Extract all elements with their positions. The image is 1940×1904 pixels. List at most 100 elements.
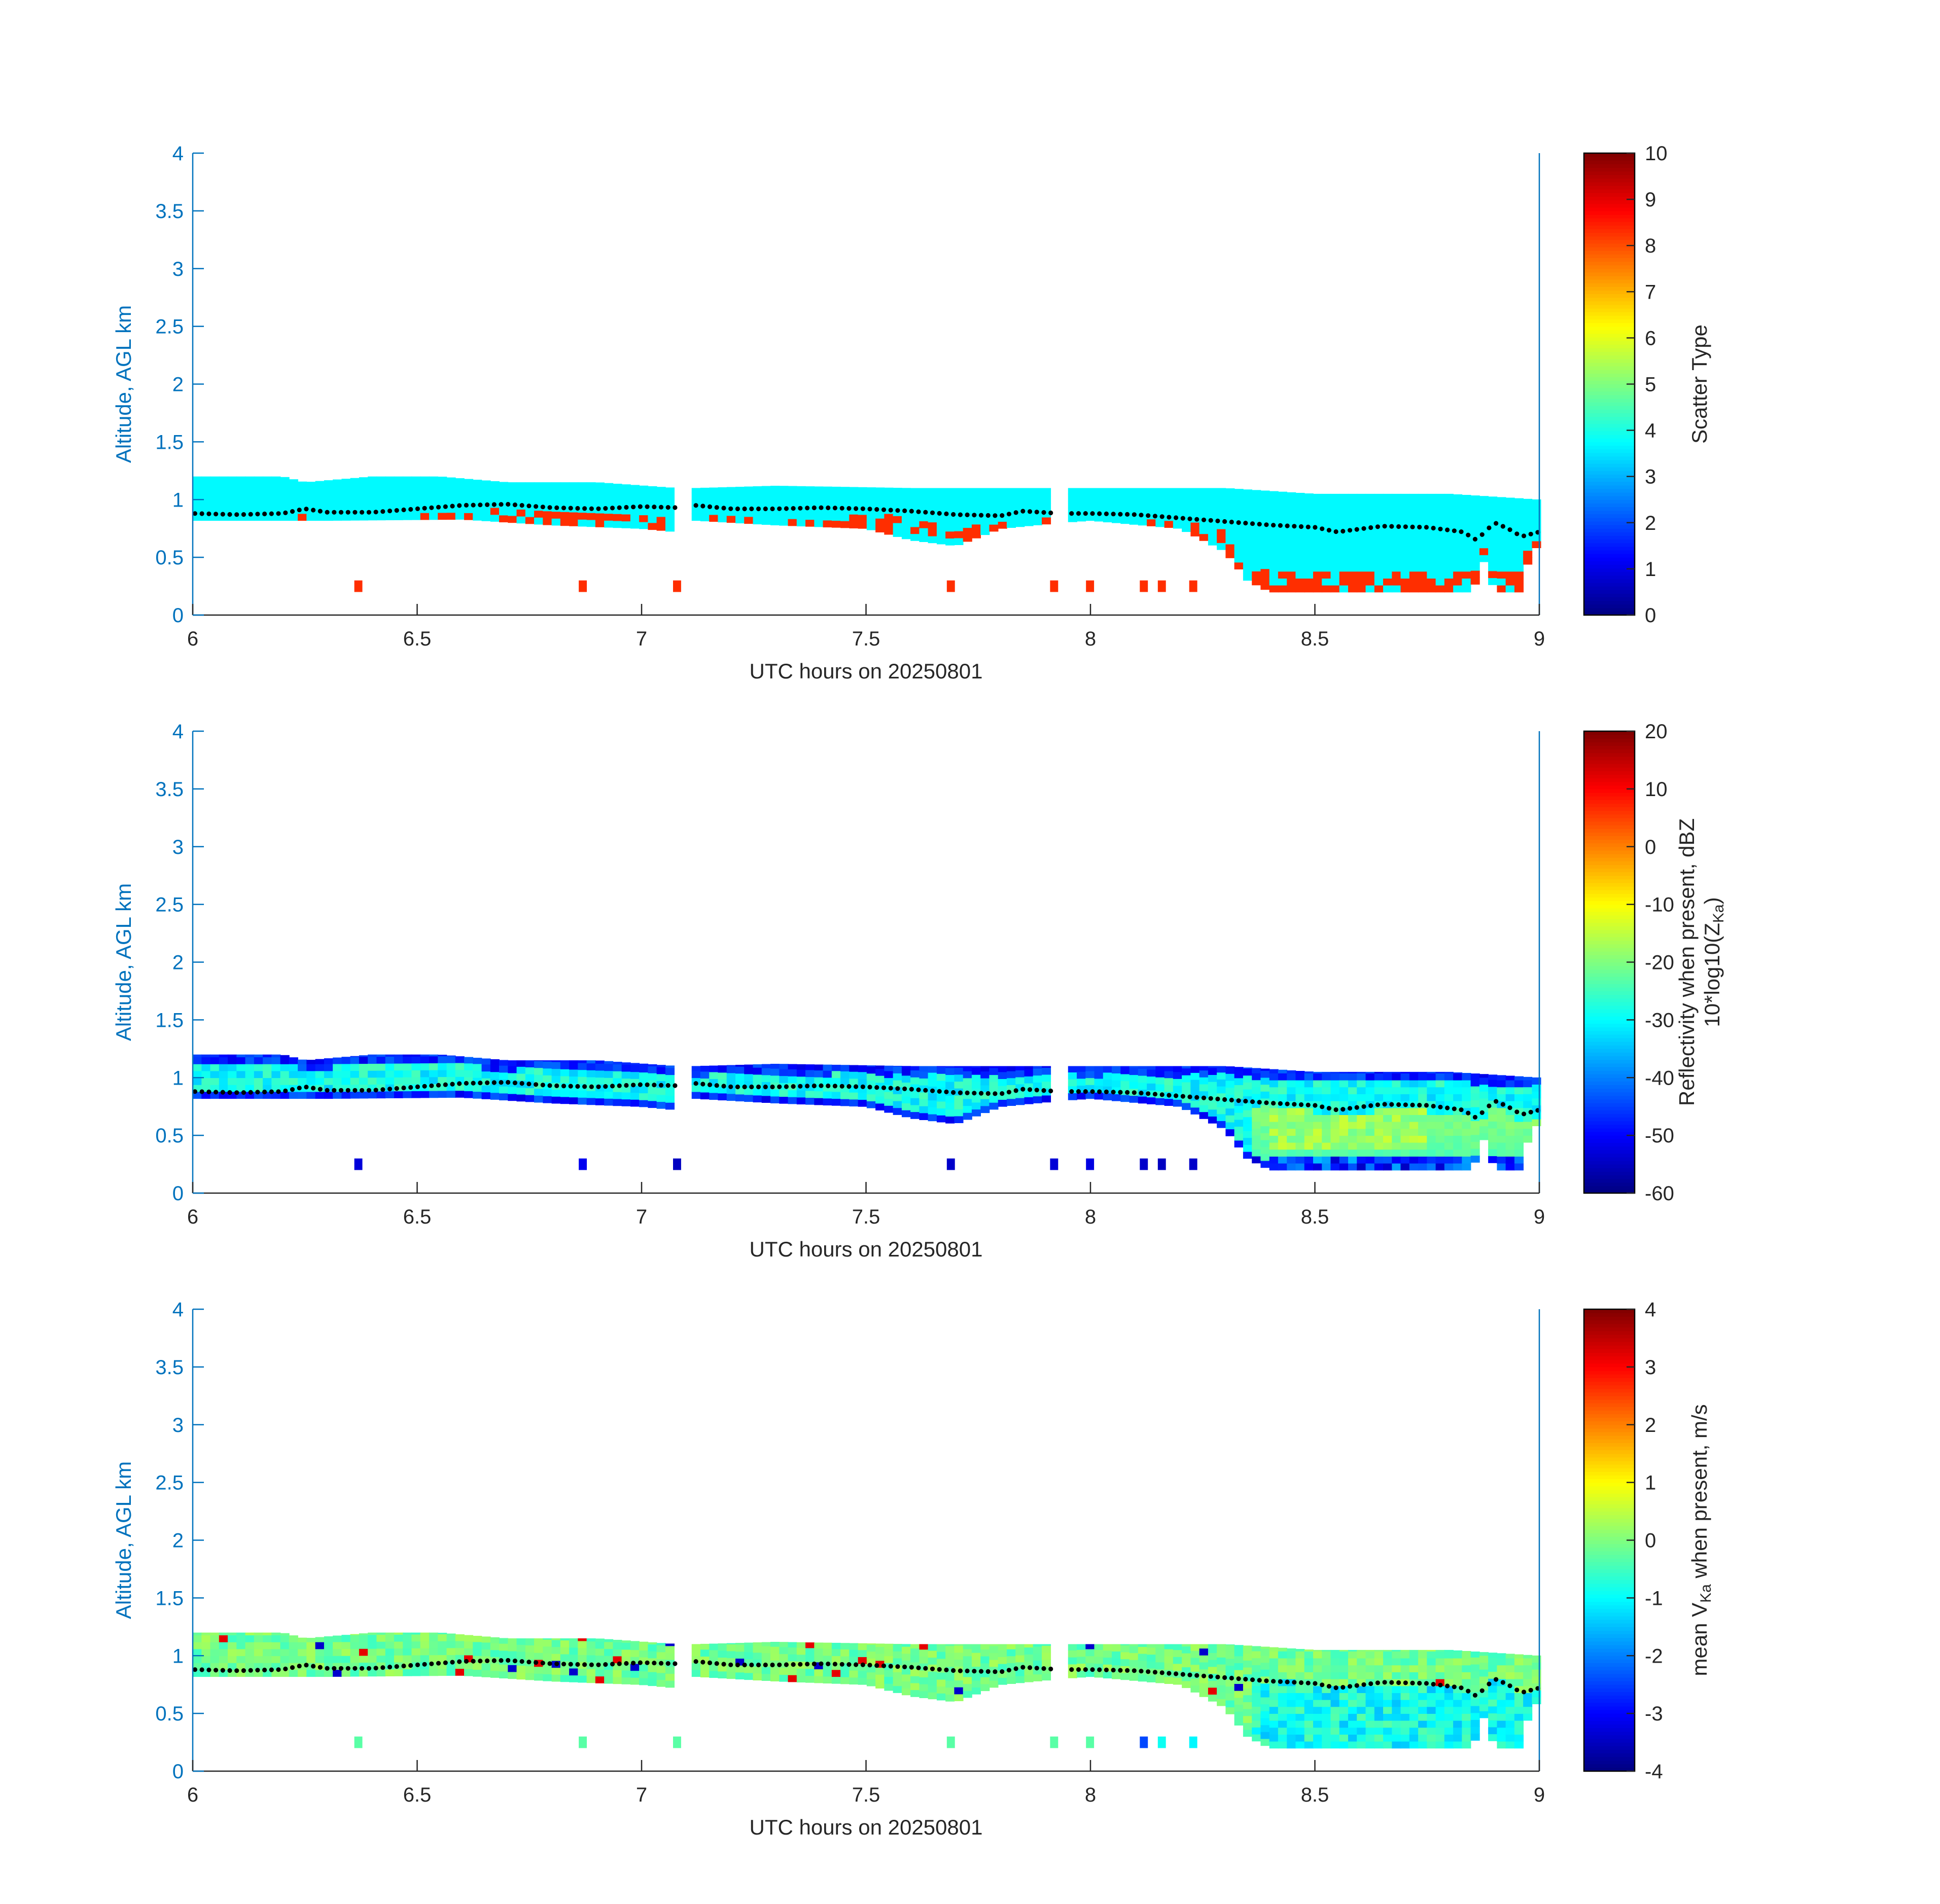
heatmap-cell bbox=[1042, 488, 1051, 490]
heatmap-cell bbox=[814, 1675, 824, 1683]
heatmap-cell bbox=[385, 485, 395, 493]
cloud-base-point bbox=[1243, 1099, 1248, 1104]
heatmap-cell bbox=[394, 513, 403, 520]
heatmap-cell bbox=[508, 1072, 517, 1081]
heatmap-cell bbox=[1409, 1128, 1419, 1136]
colorbar-swatch bbox=[1584, 286, 1635, 291]
heatmap-cell bbox=[1269, 1685, 1279, 1693]
colorbar-swatch bbox=[1584, 312, 1635, 316]
heatmap-cell bbox=[1453, 1727, 1463, 1735]
heatmap-cell bbox=[1278, 1128, 1287, 1136]
heatmap-cell bbox=[1418, 543, 1428, 551]
heatmap-cell bbox=[586, 482, 596, 486]
heatmap-cell bbox=[1077, 514, 1086, 522]
cloud-base-point bbox=[846, 1084, 852, 1089]
heatmap-cell bbox=[1313, 1727, 1323, 1735]
heatmap-cell bbox=[368, 499, 377, 507]
heatmap-cell bbox=[761, 1673, 771, 1681]
heatmap-cell bbox=[1182, 1066, 1191, 1069]
heatmap-cell bbox=[744, 486, 754, 489]
heatmap-cell bbox=[1190, 1107, 1200, 1115]
heatmap-cell bbox=[560, 512, 570, 519]
heatmap-cell bbox=[1217, 543, 1226, 550]
heatmap-cell bbox=[1374, 1094, 1384, 1101]
heatmap-cell bbox=[1103, 488, 1112, 495]
heatmap-cell bbox=[831, 1070, 841, 1079]
heatmap-cell bbox=[980, 1077, 990, 1086]
colorbar-swatch bbox=[1584, 243, 1635, 247]
cloud-base-point bbox=[930, 1666, 935, 1671]
heatmap-cell bbox=[1208, 1694, 1217, 1702]
cloud-base-point bbox=[1104, 1667, 1109, 1672]
heatmap-cell bbox=[814, 1097, 824, 1105]
cloud-base-point bbox=[1292, 1102, 1297, 1107]
cloud-base-point bbox=[1048, 510, 1053, 516]
heatmap-cell bbox=[394, 492, 403, 499]
heatmap-cell bbox=[534, 1088, 544, 1096]
cloud-base-point bbox=[227, 1090, 232, 1095]
heatmap-cell bbox=[1514, 1080, 1524, 1088]
heatmap-cell bbox=[1243, 511, 1252, 519]
heatmap-cell bbox=[998, 1677, 1007, 1685]
heatmap-cell bbox=[831, 1091, 841, 1099]
heatmap-cell bbox=[744, 1642, 754, 1645]
heatmap-cell bbox=[1497, 509, 1506, 516]
heatmap-cell bbox=[1444, 1080, 1454, 1088]
heatmap-cell bbox=[298, 1070, 307, 1079]
cloud-base-point bbox=[1264, 522, 1269, 527]
heatmap-cell bbox=[324, 492, 333, 500]
colorbar-swatch bbox=[1584, 1543, 1635, 1548]
heatmap-cell bbox=[455, 1668, 465, 1676]
colorbar-swatch bbox=[1584, 1378, 1635, 1382]
heatmap-cell bbox=[534, 1074, 544, 1082]
heatmap-cell bbox=[1234, 1704, 1244, 1712]
heatmap-cell bbox=[219, 1635, 228, 1642]
heatmap-cell bbox=[1409, 1071, 1419, 1073]
heatmap-cell bbox=[298, 1063, 307, 1071]
heatmap-cell bbox=[228, 1648, 237, 1657]
y-tick-label: 2 bbox=[172, 952, 184, 974]
heatmap-cell bbox=[831, 1098, 841, 1106]
heatmap-cell bbox=[560, 1096, 570, 1104]
heatmap-cell bbox=[350, 1091, 360, 1099]
heatmap-cell bbox=[718, 1671, 727, 1679]
cloud-base-point bbox=[1410, 524, 1415, 529]
heatmap-cell bbox=[376, 499, 386, 507]
cloud-base-point bbox=[1097, 1667, 1102, 1672]
heatmap-cell bbox=[998, 488, 1007, 494]
heatmap-cell bbox=[1479, 1126, 1489, 1133]
heatmap-cell bbox=[1033, 1082, 1042, 1090]
cloud-base-point bbox=[436, 1083, 441, 1088]
heatmap-cell bbox=[1033, 1644, 1042, 1647]
heatmap-cell bbox=[604, 1648, 614, 1656]
colorbar-tick-label: -40 bbox=[1645, 1067, 1674, 1089]
heatmap-cell bbox=[403, 476, 412, 479]
heatmap-cell bbox=[936, 1651, 946, 1659]
heatmap-cell bbox=[298, 1091, 307, 1099]
cloud-base-point bbox=[491, 1658, 497, 1663]
cloud-base-point bbox=[665, 1661, 671, 1666]
colorbar-swatch bbox=[1584, 210, 1635, 215]
heatmap-cell bbox=[840, 520, 850, 528]
heatmap-cell bbox=[1348, 578, 1358, 586]
heatmap-cell bbox=[1514, 557, 1524, 565]
heatmap-cell bbox=[1505, 1741, 1515, 1749]
heatmap-cell bbox=[779, 490, 789, 498]
heatmap-cell bbox=[1383, 578, 1393, 586]
heatmap-cell bbox=[1295, 516, 1305, 523]
heatmap-cell bbox=[1120, 1645, 1130, 1652]
heatmap-cell bbox=[1497, 1107, 1506, 1115]
heatmap-cell bbox=[551, 1075, 561, 1083]
heatmap-cell bbox=[1243, 1137, 1252, 1145]
cloud-base-point bbox=[1076, 1089, 1081, 1094]
heatmap-cell bbox=[971, 1095, 981, 1103]
heatmap-cell bbox=[1427, 557, 1436, 565]
heatmap-cell bbox=[341, 1641, 351, 1649]
heatmap-cell bbox=[1400, 564, 1410, 572]
heatmap-cell bbox=[1077, 500, 1086, 508]
heatmap-cell bbox=[1182, 1680, 1191, 1689]
colorbar-swatch bbox=[1584, 571, 1635, 576]
cloud-base-point bbox=[206, 1089, 211, 1094]
heatmap-cell bbox=[910, 533, 920, 541]
